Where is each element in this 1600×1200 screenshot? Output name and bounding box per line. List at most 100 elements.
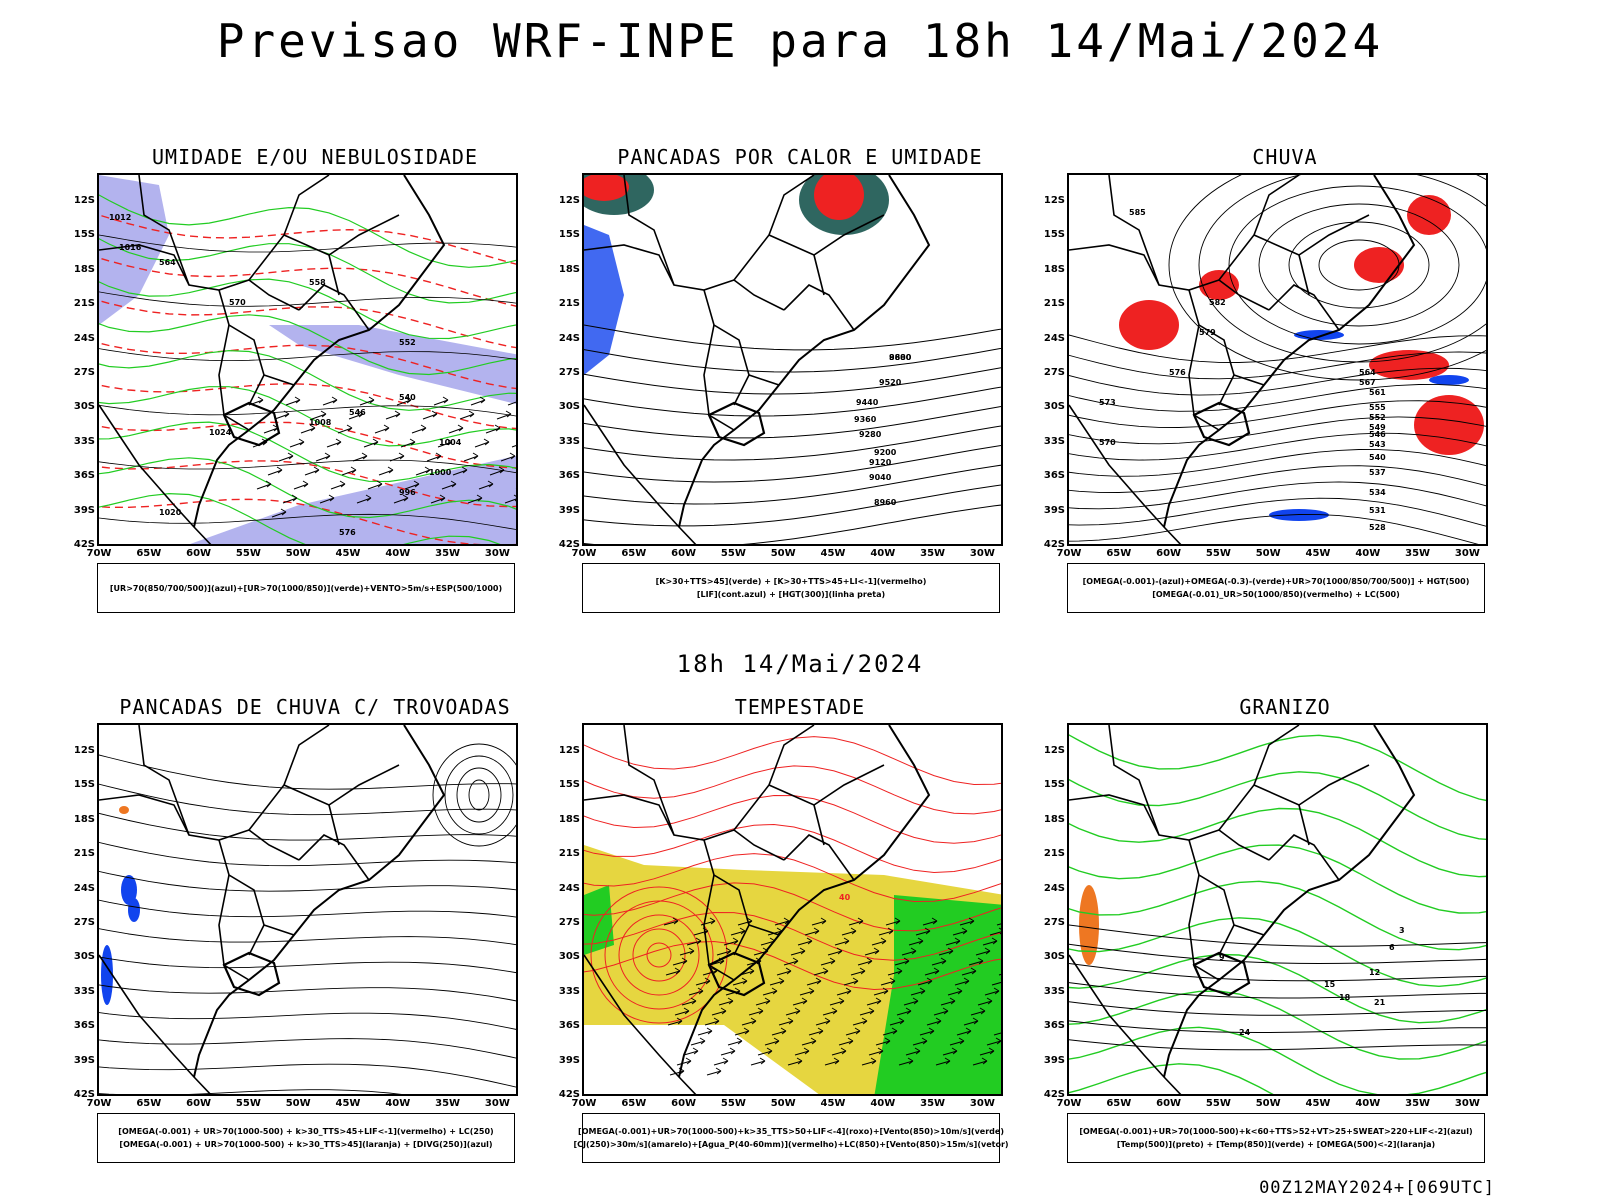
lon-tick-label: 45W bbox=[1305, 548, 1331, 559]
wind-vector bbox=[463, 452, 479, 462]
panel-title: PANCADAS DE CHUVA C/ TROVOADAS bbox=[119, 695, 511, 719]
border-line bbox=[584, 794, 785, 861]
lat-tick-label: 33S bbox=[1043, 435, 1065, 447]
wind-vector bbox=[769, 977, 785, 986]
wind-vector bbox=[695, 977, 711, 986]
contour-label: 15 bbox=[1324, 980, 1336, 989]
wind-vector bbox=[804, 927, 820, 936]
map-frame: 9600 9520 9440 9360 9280 9200 9120 9040 8960 8880 bbox=[582, 173, 1003, 546]
border-line bbox=[218, 324, 250, 431]
lat-tick-label: 12S bbox=[73, 195, 95, 206]
lon-tick-label: 35W bbox=[920, 1098, 946, 1109]
lat-tick-label: 39S bbox=[1043, 504, 1065, 516]
map-canvas bbox=[99, 725, 516, 1094]
wind-vector bbox=[441, 480, 457, 490]
lon-tick-label: 45W bbox=[335, 548, 361, 559]
wind-vector bbox=[834, 937, 850, 946]
wind-vector bbox=[725, 987, 741, 996]
wind-vector bbox=[679, 947, 695, 956]
map-frame: 40 bbox=[582, 723, 1003, 1096]
legend-box: [UR>70(850/700/500)](azul)+[UR>70(1000/8… bbox=[97, 563, 515, 613]
lat-tick-label: 21S bbox=[1043, 848, 1065, 860]
contour-label: 534 bbox=[1369, 488, 1386, 497]
lon-tick-label: 40W bbox=[870, 1098, 896, 1109]
hgt500-contour bbox=[1069, 367, 1486, 396]
mid-date-label: 18h 14/Mai/2024 bbox=[676, 650, 924, 678]
wind-vector bbox=[993, 1032, 1001, 1036]
wind-vector bbox=[289, 438, 305, 448]
coastline-west bbox=[584, 404, 697, 544]
contour-label: 1012 bbox=[109, 213, 131, 222]
wind-vector bbox=[278, 452, 294, 462]
temp850-contour bbox=[1069, 1026, 1486, 1094]
border-line bbox=[733, 175, 815, 281]
wind-vector bbox=[356, 494, 372, 504]
contour-label: 582 bbox=[1209, 298, 1226, 307]
streamline bbox=[99, 928, 516, 946]
lon-tick-label: 70W bbox=[571, 1098, 597, 1109]
wind-vector bbox=[690, 1037, 706, 1046]
thickness-line bbox=[99, 299, 516, 349]
contour-label: 555 bbox=[1369, 403, 1386, 412]
coastline-west bbox=[1069, 404, 1182, 544]
wind-vector bbox=[764, 1037, 780, 1046]
lat-tick-label: 36S bbox=[1043, 1020, 1065, 1032]
contour-label: 9120 bbox=[869, 458, 892, 467]
wind-vector bbox=[868, 1047, 884, 1056]
wind-vector bbox=[989, 927, 1001, 936]
lat-tick-label: 24S bbox=[558, 332, 580, 344]
wind-vector bbox=[300, 424, 316, 434]
border-line bbox=[248, 175, 330, 281]
wind-vector bbox=[875, 1037, 891, 1046]
hgt500-contour bbox=[1069, 400, 1486, 428]
wind-vector bbox=[282, 494, 298, 504]
lon-tick-label: 60W bbox=[671, 1098, 697, 1109]
lon-tick-label: 45W bbox=[820, 1098, 846, 1109]
contour-label: 9600 bbox=[889, 353, 912, 362]
border-line bbox=[1298, 804, 1310, 846]
wind-vector bbox=[945, 937, 961, 946]
lat-tick-label: 27S bbox=[1043, 917, 1065, 928]
wind-vector bbox=[933, 1007, 949, 1016]
divergence-area bbox=[101, 945, 113, 1005]
coastline-west bbox=[584, 954, 697, 1094]
wind-vector bbox=[961, 967, 977, 976]
wind-vector bbox=[709, 957, 725, 966]
lat-tick-label: 27S bbox=[73, 917, 95, 928]
border-line bbox=[138, 175, 190, 286]
contour-label: 9200 bbox=[874, 448, 897, 457]
contour-label: 1016 bbox=[119, 243, 142, 252]
instability-area bbox=[119, 806, 129, 814]
streamline bbox=[468, 779, 490, 811]
water-contour bbox=[604, 900, 714, 1010]
hgt300-contour bbox=[584, 464, 1001, 505]
lat-tick-label: 39S bbox=[558, 1054, 580, 1066]
lat-tick-label: 12S bbox=[558, 745, 580, 756]
lon-tick-label: 35W bbox=[1405, 1098, 1431, 1109]
wind-vector bbox=[315, 452, 331, 462]
contour-label: 1020 bbox=[159, 508, 182, 517]
humidity-contour bbox=[99, 492, 501, 544]
humidity-contour bbox=[99, 457, 516, 519]
temp850-contour bbox=[1069, 844, 1486, 914]
hgt500-contour bbox=[1069, 497, 1486, 527]
wind-vector bbox=[938, 947, 954, 956]
wind-vector bbox=[919, 1027, 935, 1036]
panel-trovoadas: PANCADAS DE CHUVA C/ TROVOADAS [OMEGA(-0… bbox=[55, 695, 555, 1175]
hgt500-contour bbox=[1069, 449, 1486, 477]
border-line bbox=[298, 284, 370, 331]
contour-label: 9360 bbox=[854, 415, 877, 424]
wind-vector bbox=[683, 1047, 699, 1056]
wind-vector bbox=[829, 997, 845, 1006]
wind-vector bbox=[515, 488, 516, 489]
border-line bbox=[328, 254, 340, 296]
lat-tick-label: 30S bbox=[558, 401, 580, 413]
wind-vector bbox=[857, 957, 873, 966]
wind-vector bbox=[880, 977, 896, 986]
wind-vector bbox=[702, 967, 718, 976]
lc850-contour bbox=[584, 853, 1001, 903]
hgt300-contour bbox=[584, 405, 1001, 439]
temp500-contour bbox=[1069, 924, 1486, 947]
wind-vector bbox=[485, 424, 501, 434]
omega-area bbox=[1269, 509, 1329, 521]
